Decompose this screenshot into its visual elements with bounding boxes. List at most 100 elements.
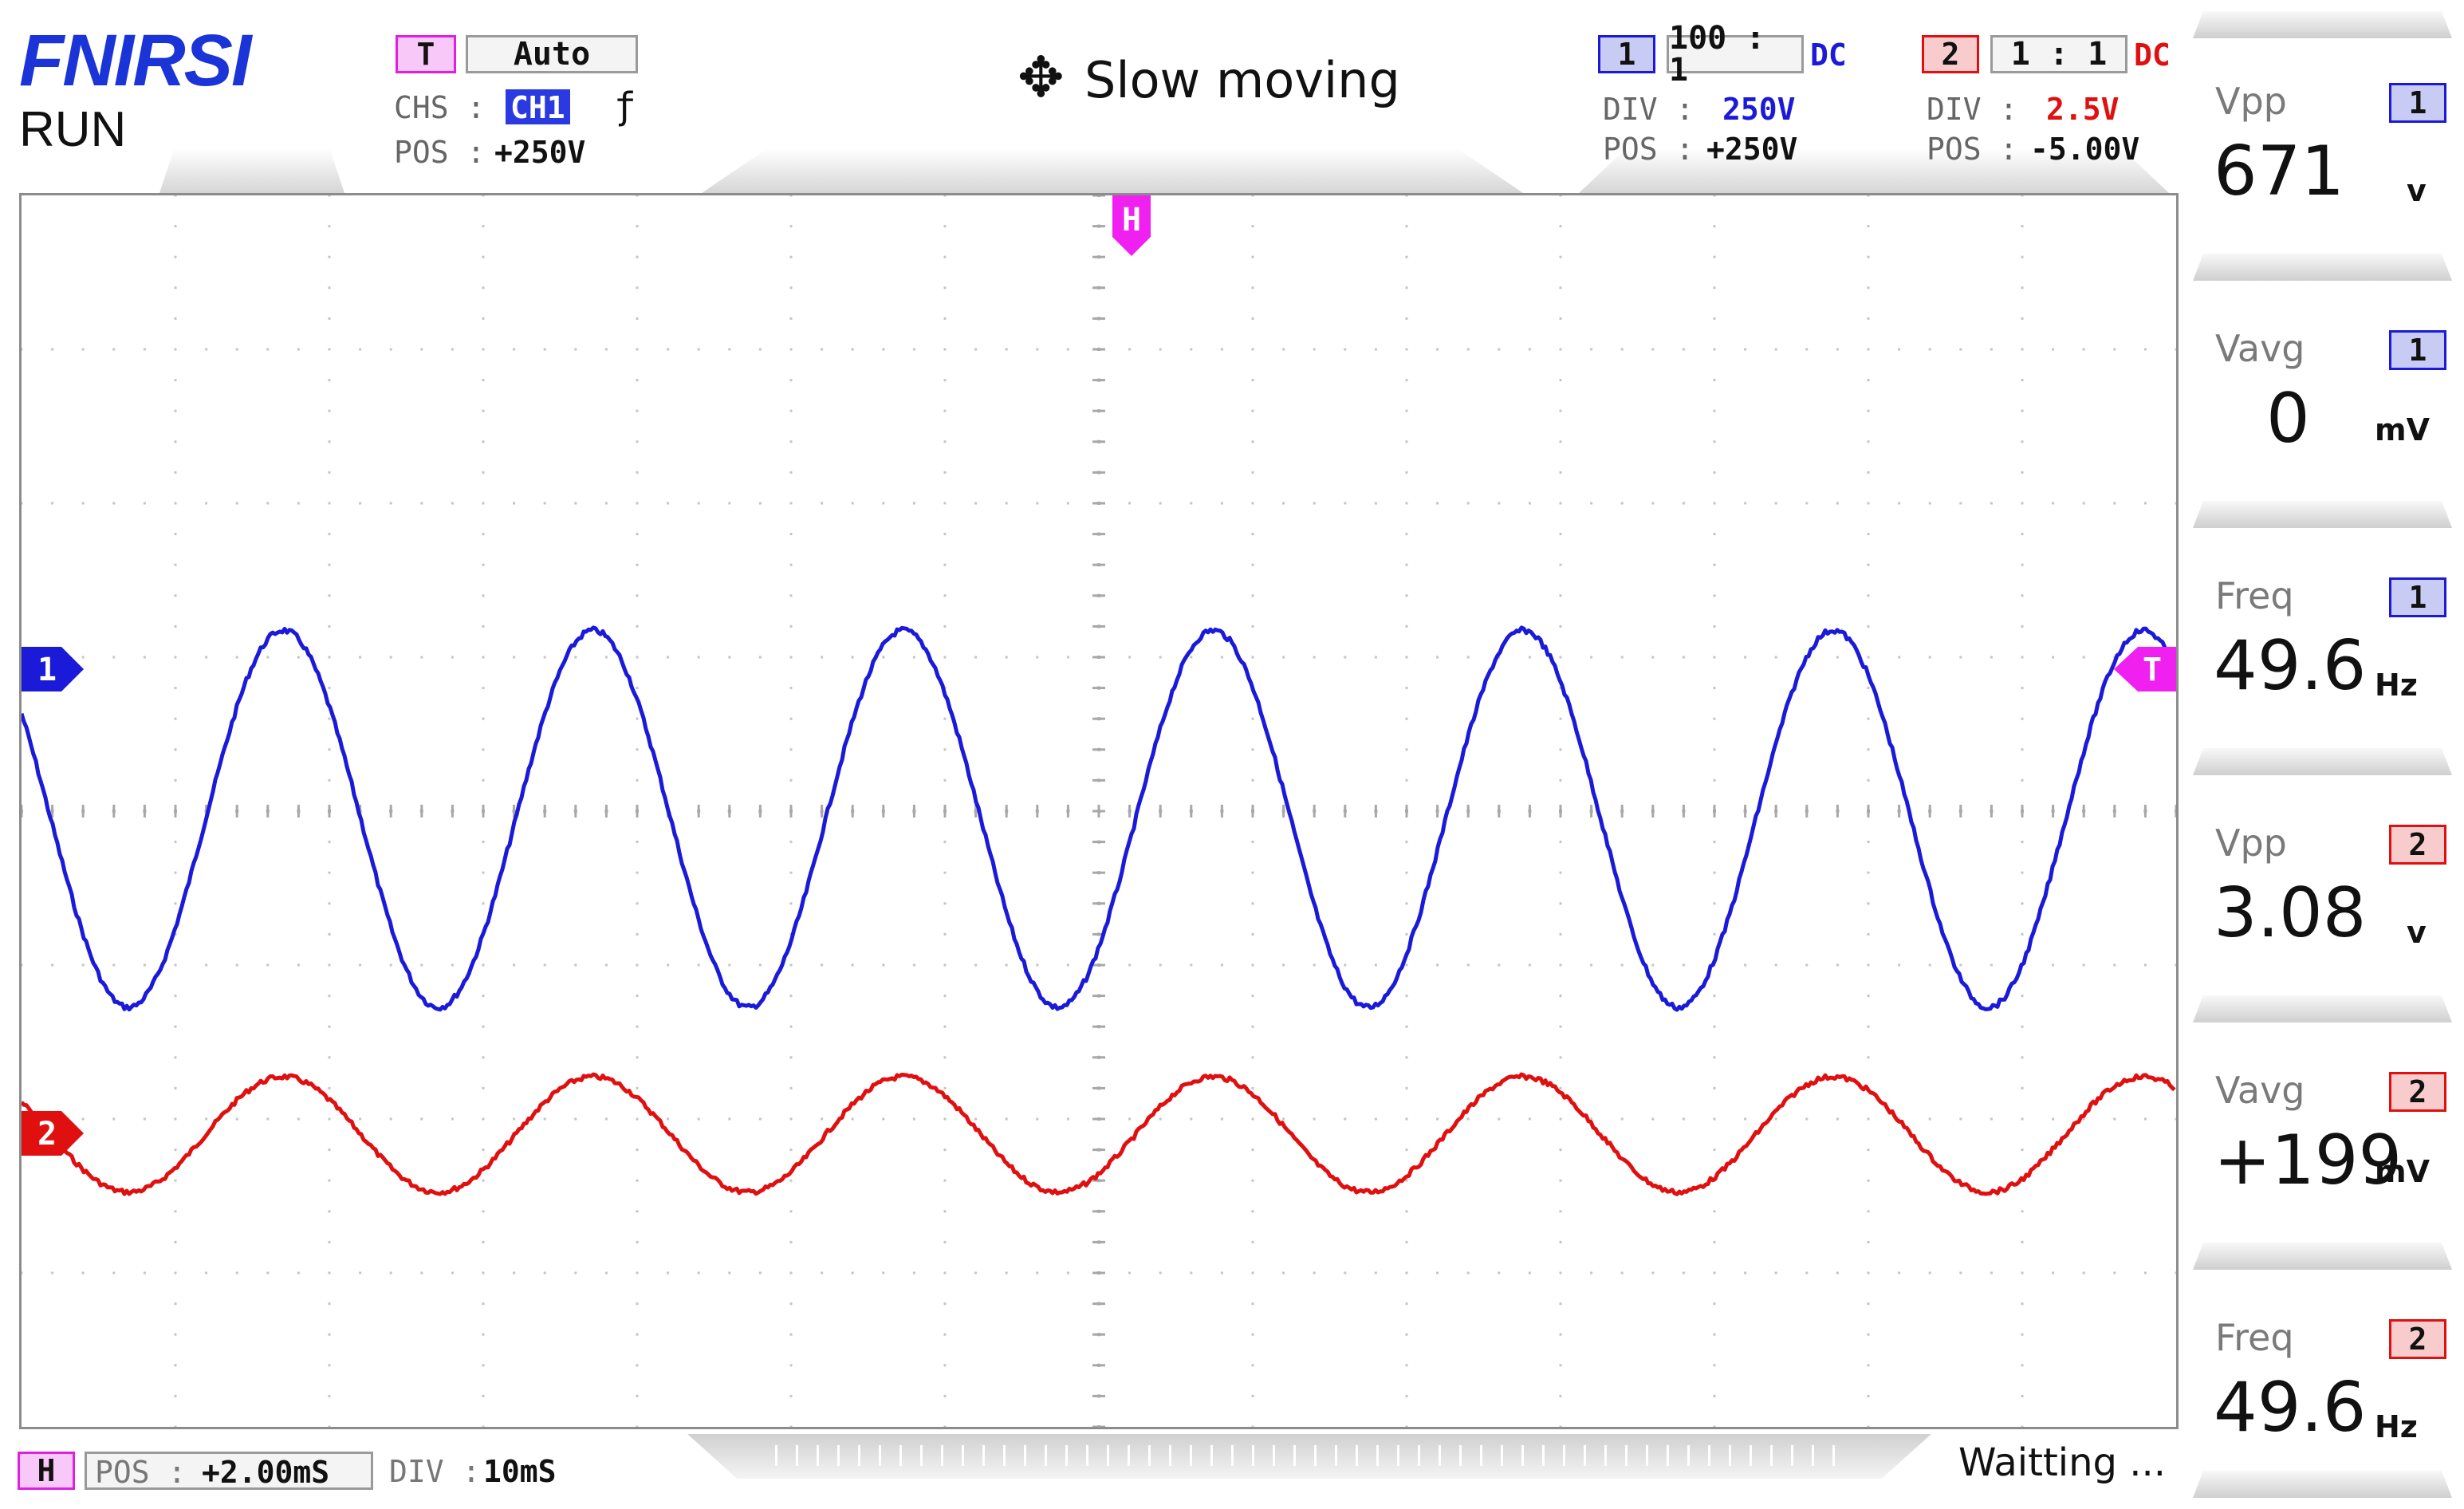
scrollbar-tick bbox=[775, 1445, 777, 1466]
measurement-name[interactable]: Freq bbox=[2215, 574, 2294, 617]
scrollbar-tick bbox=[1646, 1445, 1648, 1466]
measurement-channel-badge[interactable]: 2 bbox=[2389, 825, 2446, 865]
ch2-level-marker[interactable]: 2 bbox=[22, 1111, 84, 1156]
scrollbar-tick bbox=[899, 1445, 902, 1466]
scrollbar-tick bbox=[1107, 1445, 1109, 1466]
scrollbar-tick bbox=[1148, 1445, 1151, 1466]
ch1-probe-ratio[interactable]: 100 : 1 bbox=[1667, 22, 1804, 86]
measurement-unit: v bbox=[2407, 173, 2427, 208]
ch1-coupling[interactable]: DC bbox=[1810, 37, 1847, 73]
measurement-unit: Hz bbox=[2375, 668, 2418, 703]
measurement-name[interactable]: Vpp bbox=[2215, 80, 2287, 123]
scrollbar-tick bbox=[858, 1445, 860, 1466]
timebase-div-label: DIV : bbox=[389, 1454, 481, 1489]
scrollbar-tick bbox=[1273, 1445, 1275, 1466]
scrollbar-tick bbox=[1252, 1445, 1254, 1466]
memory-scrollbar[interactable] bbox=[687, 1434, 1931, 1479]
scrollbar-tick bbox=[1542, 1445, 1545, 1466]
move-icon: ✥ bbox=[1017, 45, 1065, 110]
waveform-canvas: H 1 2 T bbox=[22, 195, 2176, 1427]
h-position-marker[interactable]: H bbox=[1112, 195, 1151, 256]
scrollbar-tick bbox=[1045, 1445, 1047, 1466]
scrollbar-tick bbox=[1086, 1445, 1088, 1466]
measurement-separator bbox=[2193, 1471, 2452, 1498]
scrollbar-tick bbox=[837, 1445, 840, 1466]
scrollbar-tick bbox=[1604, 1445, 1607, 1466]
scrollbar-tick bbox=[962, 1445, 964, 1466]
trigger-mode-button[interactable]: Auto bbox=[466, 35, 638, 73]
measurement-channel-badge[interactable]: 2 bbox=[2389, 1072, 2446, 1112]
ch2-probe-ratio[interactable]: 1 : 1 bbox=[1990, 35, 2127, 73]
measurement-value: 671 bbox=[2214, 132, 2345, 211]
scrollbar-tick bbox=[1812, 1445, 1814, 1466]
scrollbar-tick bbox=[1439, 1445, 1441, 1466]
trigger-badge[interactable]: T bbox=[396, 35, 456, 73]
scrollbar-tick bbox=[1397, 1445, 1399, 1466]
measurement-name[interactable]: Freq bbox=[2215, 1316, 2294, 1359]
scrollbar-tick bbox=[1003, 1445, 1006, 1466]
scrollbar-tick bbox=[1521, 1445, 1524, 1466]
ch2-pos-label: POS : bbox=[1927, 132, 2018, 167]
h-marker-label: H bbox=[1122, 202, 1141, 238]
scrollbar-tick bbox=[879, 1445, 881, 1466]
measurement-separator bbox=[2193, 995, 2452, 1022]
measurement-name[interactable]: Vpp bbox=[2215, 821, 2287, 865]
trigger-pos-value: +250V bbox=[494, 135, 586, 170]
scrollbar-tick bbox=[1459, 1445, 1462, 1466]
measurement-name[interactable]: Vavg bbox=[2215, 327, 2305, 370]
ch1-level-marker[interactable]: 1 bbox=[22, 647, 84, 691]
scrollbar-tick bbox=[1231, 1445, 1234, 1466]
ch2-pos-value: -5.00V bbox=[2030, 132, 2140, 167]
trigger-edge-icon[interactable]: ƒ bbox=[614, 85, 636, 128]
horizontal-badge[interactable]: H bbox=[18, 1452, 75, 1490]
ch2-coupling[interactable]: DC bbox=[2134, 37, 2171, 73]
measurement-separator bbox=[2193, 501, 2452, 528]
measurement-unit: mV bbox=[2375, 412, 2431, 447]
scrollbar-tick bbox=[1501, 1445, 1503, 1466]
ch2-badge[interactable]: 2 bbox=[1922, 35, 1979, 73]
scrollbar-tick bbox=[1169, 1445, 1171, 1466]
trigger-pos-label: POS : bbox=[394, 135, 486, 170]
measurement-unit: v bbox=[2407, 915, 2427, 950]
measurement-value: 49.6 bbox=[2214, 1368, 2367, 1448]
scrollbar-tick bbox=[1480, 1445, 1482, 1466]
ch1-pos-label: POS : bbox=[1603, 132, 1694, 167]
scrollbar-tick bbox=[1708, 1445, 1710, 1466]
ch1-badge[interactable]: 1 bbox=[1598, 35, 1655, 73]
scrollbar-tick bbox=[1190, 1445, 1192, 1466]
trigger-source-value[interactable]: CH1 bbox=[506, 89, 570, 124]
timebase-div-value: 10mS bbox=[483, 1454, 557, 1489]
scrollbar-tick bbox=[1335, 1445, 1337, 1466]
trigger-source-label: CHS : bbox=[394, 90, 486, 125]
measurement-channel-badge[interactable]: 1 bbox=[2389, 83, 2446, 123]
scrollbar-tick bbox=[817, 1445, 819, 1466]
measurement-channel-badge[interactable]: 1 bbox=[2389, 577, 2446, 617]
horizontal-pos-box[interactable]: POS : +2.00mS bbox=[85, 1452, 373, 1490]
scrollbar-tick bbox=[1563, 1445, 1565, 1466]
measurement-unit: Hz bbox=[2375, 1409, 2418, 1444]
scrollbar-tick bbox=[941, 1445, 943, 1466]
horizontal-pos-label: POS : bbox=[95, 1455, 187, 1490]
measurement-value: 0 bbox=[2266, 379, 2310, 459]
scrollbar-tick bbox=[1770, 1445, 1773, 1466]
trigger-marker-label: T bbox=[2143, 652, 2162, 688]
measurement-channel-badge[interactable]: 2 bbox=[2389, 1319, 2446, 1359]
move-mode-label[interactable]: Slow moving bbox=[1084, 51, 1400, 109]
ch1-div-value: 250V bbox=[1722, 92, 1796, 127]
graticule-grid bbox=[22, 195, 2176, 1427]
measurement-channel-badge[interactable]: 1 bbox=[2389, 330, 2446, 370]
ch1-div-label: DIV : bbox=[1603, 92, 1694, 127]
measurement-value: 3.08 bbox=[2214, 873, 2367, 953]
measurement-value: +199 bbox=[2214, 1121, 2403, 1200]
ch2-marker-label: 2 bbox=[37, 1116, 57, 1152]
brand-logo: FNIRSI bbox=[19, 20, 252, 101]
scrollbar-tick bbox=[1584, 1445, 1586, 1466]
scrollbar-tick bbox=[1065, 1445, 1068, 1466]
scrollbar-tick bbox=[1729, 1445, 1731, 1466]
waveform-display[interactable]: H 1 2 T bbox=[19, 193, 2179, 1429]
trigger-level-marker[interactable]: T bbox=[2114, 647, 2176, 691]
measurement-name[interactable]: Vavg bbox=[2215, 1069, 2305, 1112]
measurement-separator bbox=[2193, 748, 2452, 775]
header-tab-right bbox=[1579, 148, 2169, 193]
scrollbar-tick bbox=[1750, 1445, 1752, 1466]
